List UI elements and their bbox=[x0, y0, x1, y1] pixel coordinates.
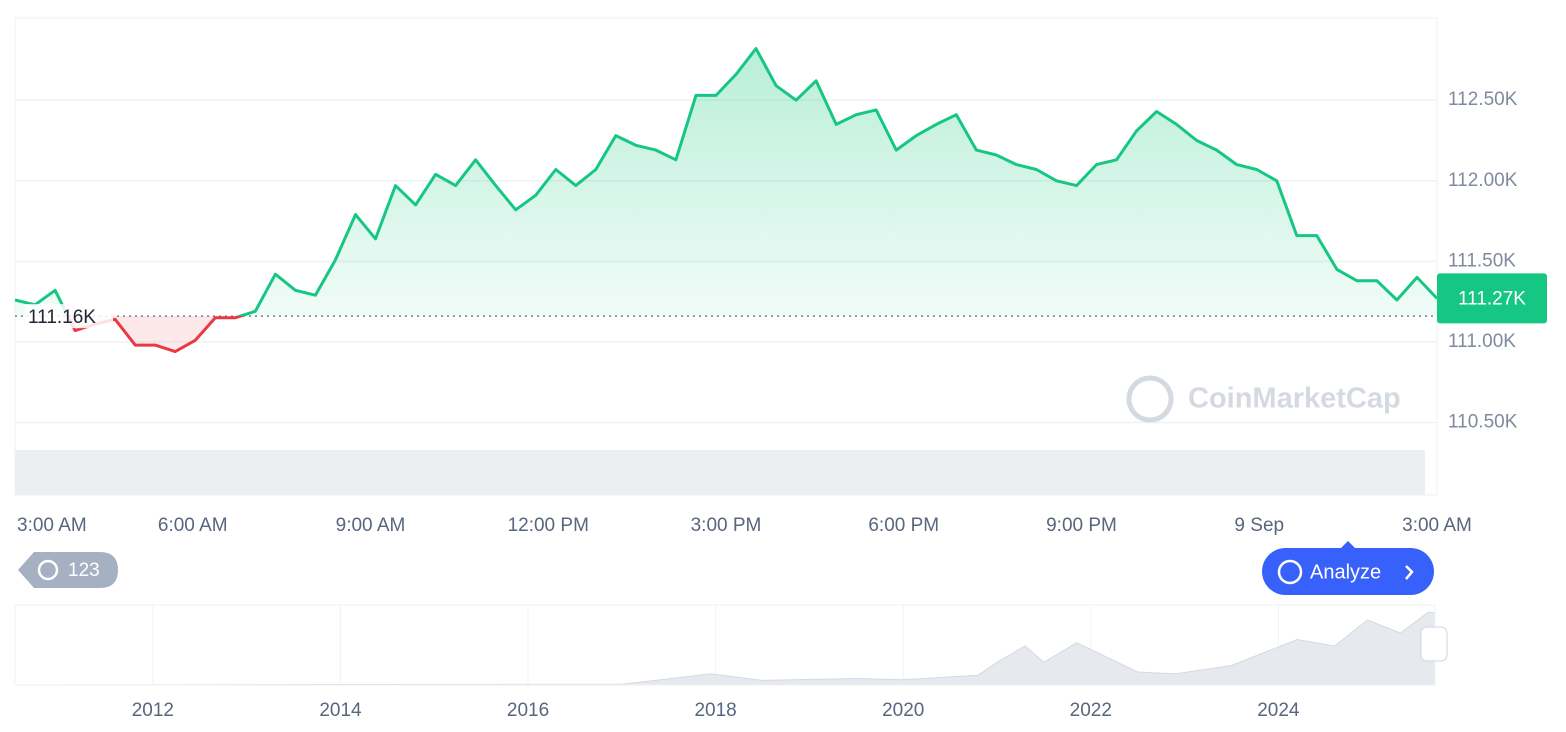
watermark: CoinMarketCap bbox=[1126, 375, 1401, 423]
analyze-icon bbox=[1277, 559, 1303, 585]
baseline-label: 111.16K bbox=[28, 307, 96, 328]
y-tick-label: 112.00K bbox=[1448, 170, 1518, 191]
history-button[interactable]: 123 bbox=[18, 552, 118, 588]
overview-tick-label: 2024 bbox=[1257, 700, 1300, 721]
analyze-label[interactable]: Analyze bbox=[1310, 561, 1381, 583]
price-line bbox=[14, 47, 1439, 354]
overview-area bbox=[21, 611, 1436, 686]
overview-handle[interactable] bbox=[1420, 626, 1448, 662]
x-tick-label: 6:00 PM bbox=[868, 515, 939, 536]
y-tick-label: 111.00K bbox=[1448, 331, 1516, 352]
y-tick-label: 111.50K bbox=[1448, 250, 1516, 271]
overview-tick-label: 2012 bbox=[132, 700, 174, 721]
history-bg[interactable] bbox=[18, 552, 118, 588]
x-tick-label: 3:00 AM bbox=[1402, 515, 1472, 536]
overview-tick-label: 2016 bbox=[507, 700, 549, 721]
x-tick-label: 9 Sep bbox=[1234, 515, 1284, 536]
watermark-text: CoinMarketCap bbox=[1188, 383, 1401, 415]
baseline-label-bg bbox=[25, 304, 113, 329]
x-tick-label: 3:00 AM bbox=[17, 515, 87, 536]
y-tick-label: 110.50K bbox=[1448, 411, 1518, 432]
watermark-logo bbox=[1126, 375, 1174, 423]
x-tick-label: 9:00 AM bbox=[336, 515, 406, 536]
x-tick-label: 9:00 PM bbox=[1046, 515, 1117, 536]
history-icon bbox=[37, 559, 59, 581]
analyze-bg[interactable] bbox=[1262, 548, 1434, 595]
current-price-tag bbox=[1437, 273, 1547, 324]
y-tick-label: 112.50K bbox=[1448, 89, 1518, 110]
x-tick-label: 12:00 PM bbox=[508, 515, 589, 536]
area-up bbox=[15, 48, 1437, 317]
overview-tick-label: 2020 bbox=[882, 700, 924, 721]
x-tick-label: 3:00 PM bbox=[691, 515, 762, 536]
analyze-pointer bbox=[1341, 541, 1355, 548]
area-down bbox=[15, 316, 1437, 352]
overview-tick-label: 2014 bbox=[319, 700, 362, 721]
current-price-label: 111.27K bbox=[1458, 288, 1526, 309]
overview-tick-label: 2018 bbox=[694, 700, 736, 721]
history-count[interactable]: 123 bbox=[68, 560, 100, 581]
overview-tick-label: 2022 bbox=[1070, 700, 1112, 721]
volume-area bbox=[15, 450, 1425, 495]
analyze-chevron bbox=[1405, 565, 1414, 580]
analyze-button[interactable]: Analyze bbox=[1262, 541, 1434, 595]
x-tick-label: 6:00 AM bbox=[158, 515, 228, 536]
